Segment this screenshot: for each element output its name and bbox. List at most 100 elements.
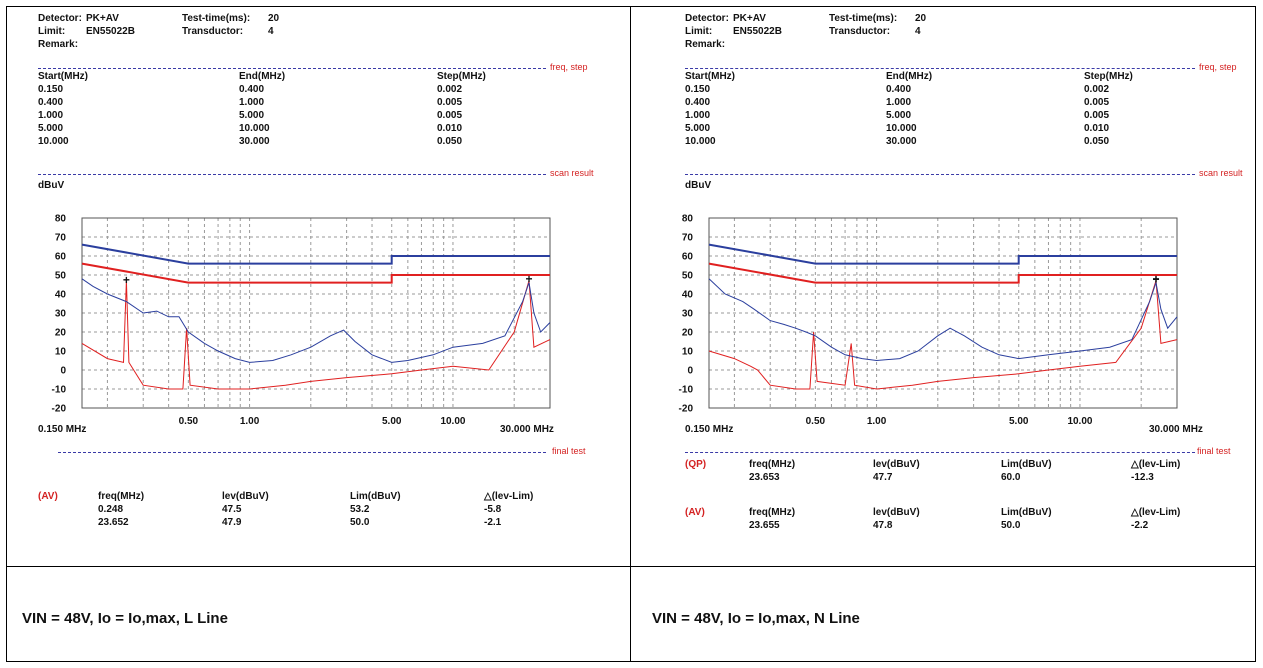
result-marker: + xyxy=(1153,272,1160,286)
emission-chart: 80 70 60 50 40 30 20 10 0 -10 -20 0.50 1.00 5.00 10.00… xyxy=(679,214,1178,427)
cell: 0.002 xyxy=(437,84,463,95)
x-tick-label: 1.00 xyxy=(867,416,887,427)
step-table-header: Start(MHz) End(MHz) Step(MHz) xyxy=(38,70,558,83)
result-header: freq(MHz) xyxy=(98,491,145,502)
cell: 0.010 xyxy=(1084,123,1110,134)
table-row: 0.150 0.400 0.002 xyxy=(38,83,558,96)
limit-label: Limit: xyxy=(685,26,713,37)
x-tick-label: 5.00 xyxy=(1009,416,1029,427)
testtime-label: Test-time(ms): xyxy=(829,13,898,24)
column-divider xyxy=(630,6,631,662)
cell: 47.7 xyxy=(873,472,893,483)
y-unit-label: dBuV xyxy=(685,180,712,191)
qp-limit-line xyxy=(708,243,1177,265)
cell: 5.000 xyxy=(685,123,711,134)
cell: 5.000 xyxy=(38,123,64,134)
result-header: freq(MHz) xyxy=(749,507,796,518)
section-label-final-test: final test xyxy=(552,446,586,456)
cell: 30.000 xyxy=(239,136,270,147)
y-tick-label: -10 xyxy=(679,385,694,396)
step-table: Start(MHz) End(MHz) Step(MHz) 0.150 0.400… xyxy=(38,70,558,148)
step-table: Start(MHz) End(MHz) Step(MHz) 0.150 0.400… xyxy=(685,70,1205,148)
cell: 0.005 xyxy=(437,97,463,108)
cell: 0.005 xyxy=(1084,97,1110,108)
cell: 1.000 xyxy=(685,110,711,121)
cell: 10.000 xyxy=(685,136,716,147)
freq-end-label: 30.000 MHz xyxy=(1149,424,1203,435)
cell: 47.8 xyxy=(873,520,893,531)
y-tick-label: 40 xyxy=(55,290,67,301)
y-tick-label: 60 xyxy=(55,252,67,263)
result-header: freq(MHz) xyxy=(749,459,796,470)
cell: 0.400 xyxy=(239,84,265,95)
cell: 0.002 xyxy=(1084,84,1110,95)
table-row: 1.000 5.000 0.005 xyxy=(685,109,1205,122)
transductor-label: Transductor: xyxy=(182,26,244,37)
testtime-value: 20 xyxy=(268,13,280,24)
detector-label: Detector: xyxy=(685,13,729,24)
result-marker: + xyxy=(525,272,532,286)
y-unit-label: dBuV xyxy=(38,180,65,191)
th-step: Step(MHz) xyxy=(437,71,486,82)
cell: 1.000 xyxy=(886,97,912,108)
panel-n-line: Detector: PK+AV Test-time(ms): 20 Limit: EN5… xyxy=(631,6,1255,566)
table-row: 10.000 30.000 0.050 xyxy=(38,135,558,148)
emission-chart: 80 70 60 50 40 30 20 10 0 -10 -20 0.50 1.00 5.00 10.00… xyxy=(52,214,551,427)
th-start: Start(MHz) xyxy=(38,71,88,82)
x-tick-label: 10.00 xyxy=(440,416,465,427)
result-header: Lim(dBuV) xyxy=(350,491,401,502)
cell: 0.005 xyxy=(437,110,463,121)
section-label-scan-result: scan result xyxy=(1199,168,1243,178)
peak-trace xyxy=(708,278,1178,362)
y-tick-label: 30 xyxy=(55,309,67,320)
y-tick-label: 0 xyxy=(687,366,693,377)
x-tick-label: 0.50 xyxy=(179,416,199,427)
cell: 30.000 xyxy=(886,136,917,147)
result-header: △(lev-Lim) xyxy=(1131,507,1181,518)
cell: 0.005 xyxy=(1084,110,1110,121)
cell: 50.0 xyxy=(350,517,370,528)
result-tag: (AV) xyxy=(38,491,58,502)
cell: -5.8 xyxy=(484,504,502,515)
cell: 1.000 xyxy=(239,97,265,108)
cell: 0.150 xyxy=(38,84,64,95)
table-row: 0.150 0.400 0.002 xyxy=(685,83,1205,96)
transductor-label: Transductor: xyxy=(829,26,891,37)
divider-scan-result xyxy=(685,174,1195,175)
divider-freq-step xyxy=(38,68,546,69)
cell: 5.000 xyxy=(886,110,912,121)
table-row: 5.000 10.000 0.010 xyxy=(685,122,1205,135)
testtime-label: Test-time(ms): xyxy=(182,13,251,24)
cell: 47.5 xyxy=(222,504,242,515)
divider-scan-result xyxy=(38,174,546,175)
detector-label: Detector: xyxy=(38,13,82,24)
cell: -2.1 xyxy=(484,517,502,528)
cell: 23.653 xyxy=(749,472,780,483)
divider-freq-step xyxy=(685,68,1195,69)
cell: 47.9 xyxy=(222,517,242,528)
table-row: 1.000 5.000 0.005 xyxy=(38,109,558,122)
result-header: Lim(dBuV) xyxy=(1001,459,1052,470)
average-trace xyxy=(81,280,551,390)
section-label-freq-step: freq, step xyxy=(1199,62,1237,72)
cell: 0.150 xyxy=(685,84,711,95)
y-tick-label: -10 xyxy=(52,385,67,396)
testtime-value: 20 xyxy=(915,13,927,24)
remark-label: Remark: xyxy=(685,39,726,50)
th-end: End(MHz) xyxy=(239,71,286,82)
row-divider xyxy=(6,566,1256,567)
cell: 0.400 xyxy=(685,97,711,108)
limit-value: EN55022B xyxy=(733,26,782,37)
cell: 5.000 xyxy=(239,110,265,121)
plot-frame xyxy=(708,217,1178,409)
limit-label: Limit: xyxy=(38,26,66,37)
result-header: lev(dBuV) xyxy=(873,459,920,470)
cell: 10.000 xyxy=(886,123,917,134)
caption-n-line: VIN = 48V, Io = Io,max, N Line xyxy=(652,610,860,627)
freq-end-label: 30.000 MHz xyxy=(500,424,554,435)
section-label-final-test: final test xyxy=(1197,446,1231,456)
result-block-qp: (QP) freq(MHz) lev(dBuV) Lim(dBuV) △(lev… xyxy=(685,458,1245,488)
result-marker: + xyxy=(123,273,130,287)
y-tick-label: -20 xyxy=(679,404,694,415)
cell: 53.2 xyxy=(350,504,370,515)
